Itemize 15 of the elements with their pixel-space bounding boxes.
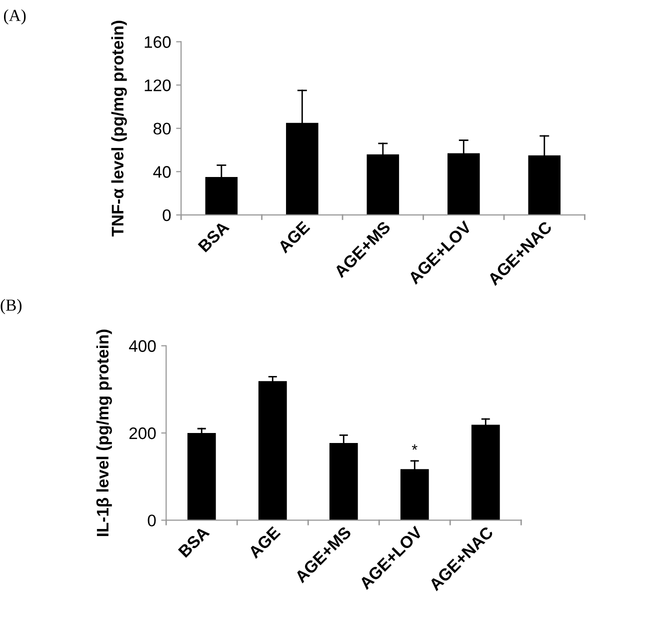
y-tick-label: 160: [144, 36, 171, 48]
y-axis-title: IL-1β level (pg/mg protein): [96, 330, 112, 536]
text: (A): [4, 9, 26, 24]
y-tick-label: 0: [148, 514, 156, 526]
y-tick-label: 400: [129, 340, 156, 352]
y-tick-label: 80: [154, 122, 171, 135]
annotation: *: [412, 444, 418, 450]
text: (B): [0, 299, 22, 314]
y-tick-label: 40: [153, 166, 171, 178]
y-tick-label: 0: [162, 209, 171, 222]
bar: [258, 381, 287, 520]
y-tick-label: 200: [129, 427, 156, 440]
y-tick-label: 120: [144, 79, 171, 92]
bar: [187, 432, 216, 520]
y-axis-title: TNF-α level (pg/mg protein): [111, 20, 127, 237]
